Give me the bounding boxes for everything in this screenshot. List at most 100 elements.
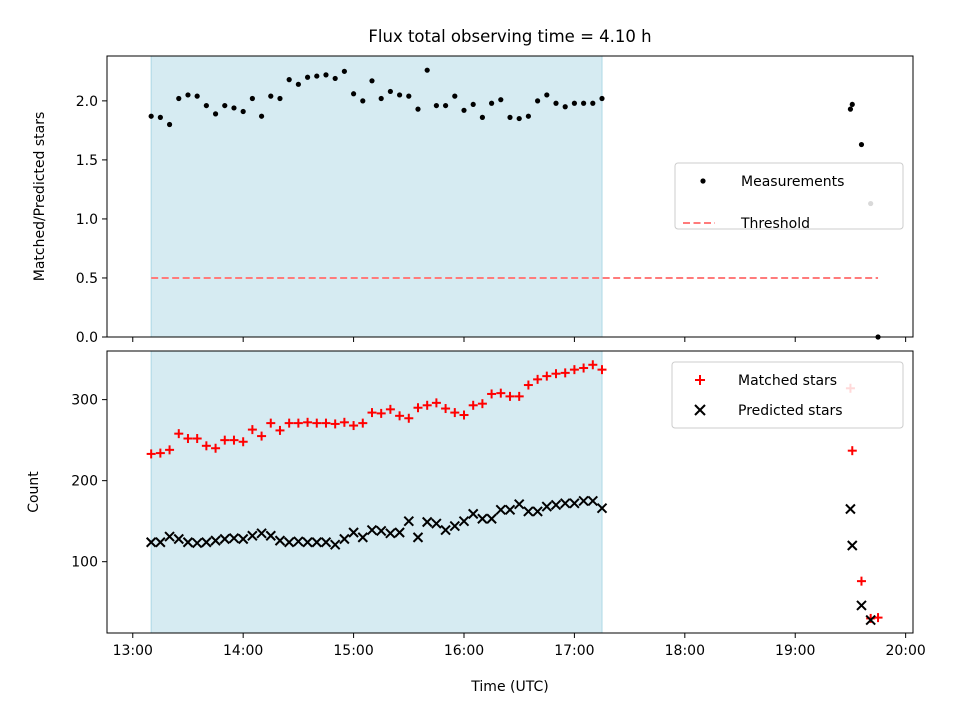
- predicted-stars-point: [385, 528, 396, 539]
- matched-stars-point: [192, 434, 202, 444]
- predicted-stars-point: [587, 495, 599, 507]
- panel-counts: 100 200 300 13:00 14:00 15:00 16:00 17:00 18:00 1…: [26, 350, 926, 695]
- matched-stars-point: [560, 368, 570, 378]
- matched-stars-point: [201, 441, 211, 451]
- predicted-stars-point: [237, 533, 249, 545]
- measurement-point: [203, 102, 209, 109]
- measurement-point: [525, 113, 532, 119]
- matched-stars-point: [856, 576, 866, 586]
- predicted-stars-point: [477, 513, 488, 524]
- predicted-stars-point: [219, 533, 230, 545]
- measurement-point: [470, 101, 476, 108]
- measurement-point: [507, 114, 513, 120]
- matched-stars-point: [514, 391, 524, 401]
- measurement-point: [240, 108, 246, 115]
- matched-stars-point: [597, 365, 607, 375]
- measurement-point: [231, 105, 237, 111]
- predicted-stars-point: [467, 508, 479, 520]
- measurement-point: [562, 104, 568, 110]
- predicted-stars-point: [865, 614, 876, 626]
- matched-stars-point: [257, 431, 267, 441]
- axes-frame: [106, 350, 914, 634]
- matched-stars-point: [358, 418, 368, 428]
- matched-stars-point: [459, 410, 469, 420]
- x-tick-label: 20:00: [885, 643, 925, 659]
- y-tick-label: 200: [71, 474, 98, 490]
- predicted-stars-point: [256, 528, 267, 539]
- measurement-point: [581, 100, 587, 106]
- matched-stars-point: [165, 445, 175, 455]
- predicted-stars-point: [182, 537, 194, 548]
- predicted-stars-point: [394, 527, 405, 538]
- matched-stars-point: [339, 417, 349, 427]
- y-tick-label: 2.0: [76, 94, 98, 110]
- predicted-stars-point: [541, 501, 553, 512]
- measurement-point: [433, 102, 439, 109]
- x-tick-label: 18:00: [665, 643, 705, 659]
- x-axis-label: Time (UTC): [470, 679, 548, 695]
- measurement-point: [590, 100, 596, 106]
- x-tick-label: 14:00: [223, 643, 263, 659]
- predicted-stars-point: [513, 498, 525, 510]
- predicted-stars-point: [596, 502, 608, 514]
- predicted-stars-point: [265, 530, 276, 541]
- x-tick-label: 15:00: [333, 643, 373, 659]
- observing-span: [150, 55, 603, 338]
- predicted-stars-point: [339, 533, 350, 545]
- predicted-stars-point: [421, 516, 433, 528]
- measurement-point: [442, 102, 449, 109]
- matched-stars-point: [293, 418, 303, 428]
- predicted-stars-point: [449, 520, 461, 532]
- predicted-stars-point: [523, 506, 534, 517]
- predicted-stars-point: [486, 513, 497, 524]
- matched-stars-point: [422, 400, 432, 410]
- matched-stars-point: [330, 419, 340, 429]
- matched-stars-point: [588, 360, 598, 370]
- predicted-stars-point: [302, 537, 313, 548]
- measurement-point: [341, 68, 347, 74]
- measurement-point: [268, 93, 274, 99]
- matched-stars-point: [533, 374, 543, 384]
- measurement-point: [571, 100, 578, 106]
- measurement-point: [415, 106, 421, 112]
- predicted-stars-point: [329, 539, 341, 550]
- x-tick-label: 16:00: [444, 643, 484, 659]
- matched-stars-point: [284, 418, 294, 428]
- matched-stars-point: [211, 443, 221, 453]
- matched-stars-point: [155, 448, 165, 458]
- predicted-stars-point: [440, 524, 451, 536]
- legend-label: Matched stars: [738, 373, 837, 389]
- matched-stars-point: [220, 435, 230, 445]
- predicted-stars-point: [274, 535, 286, 546]
- predicted-stars-point: [247, 530, 258, 541]
- predicted-stars-point: [845, 503, 856, 515]
- predicted-stars-point: [311, 537, 322, 548]
- measurement-point: [148, 113, 154, 119]
- legend: Measurements Threshold: [674, 162, 904, 232]
- measurement-point: [360, 98, 366, 104]
- predicted-stars-point: [495, 504, 507, 516]
- matched-stars-point: [487, 389, 497, 399]
- observing-span: [150, 350, 603, 634]
- measurement-point: [369, 78, 375, 84]
- y-tick-label: 100: [71, 555, 98, 571]
- predicted-stars-point: [348, 527, 359, 538]
- predicted-stars-point: [856, 600, 867, 611]
- measurement-point: [350, 91, 357, 97]
- measurement-point: [461, 107, 467, 113]
- measurement-point: [387, 88, 393, 95]
- predicted-stars-point: [164, 531, 175, 542]
- measurement-point: [332, 75, 338, 82]
- measurement-point: [277, 95, 283, 102]
- matched-stars-point: [146, 449, 156, 459]
- matched-stars-point: [579, 363, 589, 373]
- measurement-point: [194, 93, 200, 99]
- predicted-stars-point: [210, 535, 221, 546]
- predicted-stars-point: [145, 537, 157, 548]
- measurement-point: [599, 95, 605, 102]
- matched-stars-point: [505, 391, 515, 401]
- matched-stars-point: [477, 399, 487, 409]
- measurement-point: [396, 92, 403, 98]
- y-tick-label: 1.5: [76, 153, 98, 169]
